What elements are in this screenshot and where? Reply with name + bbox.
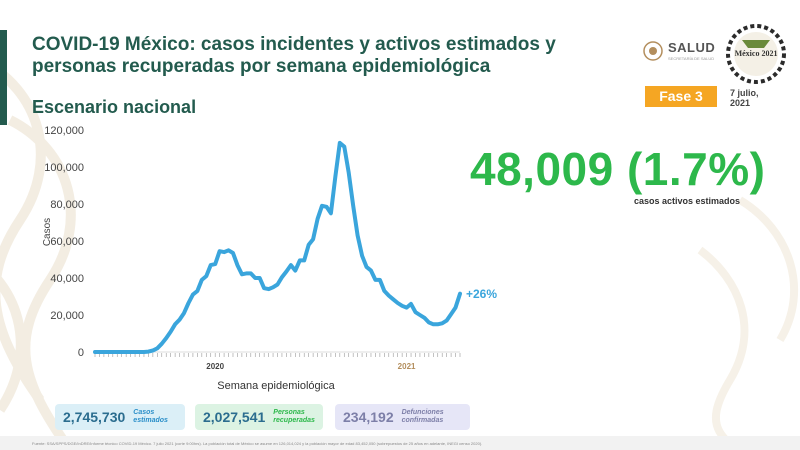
phase-badge: Fase 3 [645, 86, 717, 107]
active-cases-caption: casos activos estimados [634, 196, 741, 206]
active-cases-value: 48,009 (1.7%) [470, 143, 766, 195]
y-tick-label: 60,000 [50, 236, 84, 248]
stat-value: 2,745,730 [63, 409, 126, 425]
stat-recovered: 2,027,541 Personas recuperadas [195, 404, 323, 430]
accent-bar [0, 30, 7, 125]
y-tick-label: 80,000 [50, 199, 84, 211]
mexico-2021-logo: México 2021 [726, 24, 786, 84]
year-label: 2021 [398, 362, 416, 371]
stat-deaths: 234,192 Defunciones confirmadas [335, 404, 470, 430]
page-subtitle: Escenario nacional [32, 97, 197, 117]
y-tick-label: 0 [78, 347, 84, 359]
stat-label: Personas recuperadas [273, 409, 315, 424]
salud-crest-icon [643, 41, 663, 61]
series-line [93, 140, 462, 354]
source-footnote: Fuente: SSA/SPPS/DGE/InDRE/Informe técni… [0, 436, 800, 450]
trend-annotation: +26% [466, 287, 497, 301]
salud-logo-text: SALUD [668, 40, 716, 55]
y-tick-label: 40,000 [50, 273, 84, 285]
stat-estimated-cases: 2,745,730 Casos estimados [55, 404, 185, 430]
stat-label: Casos estimados [133, 409, 168, 424]
report-date: 7 julio, 2021 [730, 88, 759, 108]
stat-label: Defunciones confirmadas [401, 409, 444, 424]
page-title: COVID-19 México: casos incidentes y acti… [32, 34, 556, 77]
y-tick-label: 100,000 [44, 162, 84, 174]
x-axis: 2020 2021 [94, 351, 461, 371]
y-axis: 0 20,000 40,000 60,000 80,000 100,000 120,000 [44, 125, 84, 359]
anniv-text: México 2021 [735, 49, 778, 58]
stat-value: 234,192 [343, 409, 394, 425]
y-tick-label: 120,000 [44, 125, 84, 137]
y-tick-label: 20,000 [50, 310, 84, 322]
y-axis-label: Casos [42, 218, 53, 246]
x-axis-label: Semana epidemiológica [217, 380, 335, 392]
stat-value: 2,027,541 [203, 409, 266, 425]
salud-logo-subtext: SECRETARÍA DE SALUD [668, 56, 715, 61]
year-label: 2020 [206, 362, 224, 371]
